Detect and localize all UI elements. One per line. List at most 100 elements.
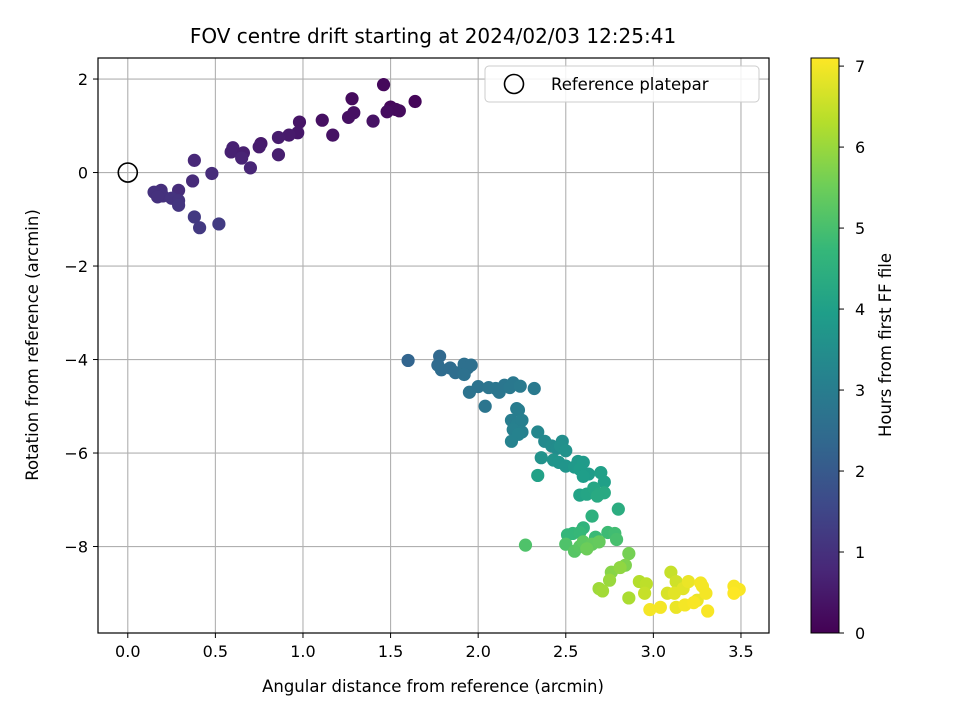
data-point bbox=[531, 425, 545, 439]
colorbar-label: Hours from first FF file bbox=[876, 253, 895, 437]
data-point bbox=[527, 381, 541, 396]
data-point bbox=[376, 78, 391, 92]
colorbar-tick-label: 6 bbox=[855, 138, 865, 157]
colorbar-tick-label: 1 bbox=[855, 543, 865, 562]
data-point bbox=[597, 475, 611, 489]
legend-label: Reference platepar bbox=[551, 75, 709, 94]
legend: Reference platepar bbox=[484, 65, 760, 103]
data-point bbox=[271, 148, 286, 162]
data-point bbox=[699, 586, 713, 600]
grid-lines bbox=[98, 58, 769, 633]
data-point bbox=[171, 198, 186, 212]
y-tick-label: 0 bbox=[78, 164, 88, 183]
x-axis-label: Angular distance from reference (arcmin) bbox=[262, 677, 604, 696]
x-tick-label: 2.0 bbox=[465, 642, 490, 661]
data-point bbox=[622, 546, 636, 561]
data-point bbox=[315, 113, 329, 127]
data-point bbox=[559, 444, 573, 458]
data-point bbox=[193, 221, 207, 235]
x-tick-label: 3.5 bbox=[728, 642, 753, 661]
colorbar-tick-label: 2 bbox=[855, 462, 865, 481]
colorbar-ticks: 0 1 2 3 4 5 6 7 bbox=[839, 57, 865, 643]
data-point bbox=[187, 210, 201, 224]
x-tick-label: 3.0 bbox=[641, 642, 666, 661]
data-point bbox=[150, 190, 165, 204]
y-axis-ticks: 2 0 −2 −4 −6 −8 bbox=[64, 70, 98, 557]
data-point bbox=[282, 128, 296, 142]
x-tick-label: 1.5 bbox=[378, 642, 403, 661]
chart-title: FOV centre drift starting at 2024/02/03 … bbox=[190, 24, 676, 48]
data-point bbox=[401, 353, 415, 368]
colorbar: 0 1 2 3 4 5 6 7 Hours from first FF file bbox=[810, 57, 895, 643]
data-point bbox=[559, 537, 573, 551]
data-point bbox=[694, 576, 708, 590]
data-point bbox=[326, 128, 340, 142]
x-tick-label: 0.5 bbox=[203, 642, 228, 661]
data-point bbox=[534, 451, 548, 465]
data-point bbox=[511, 403, 526, 417]
data-point bbox=[515, 413, 529, 427]
data-point bbox=[622, 591, 636, 605]
data-point bbox=[380, 105, 394, 119]
y-tick-label: 2 bbox=[78, 70, 88, 89]
x-axis-ticks: 0.0 0.5 1.0 1.5 2.0 2.5 3.0 3.5 bbox=[115, 633, 754, 661]
legend-box bbox=[484, 65, 760, 103]
data-point bbox=[408, 94, 422, 109]
data-point bbox=[518, 538, 533, 552]
colorbar-tick-label: 4 bbox=[855, 300, 865, 319]
y-tick-label: −4 bbox=[64, 351, 88, 370]
x-tick-label: 1.0 bbox=[290, 642, 315, 661]
y-tick-label: −6 bbox=[64, 444, 88, 463]
data-point bbox=[471, 380, 485, 394]
y-axis-label: Rotation from reference (arcmin) bbox=[23, 209, 42, 481]
data-point bbox=[609, 532, 624, 547]
data-point bbox=[457, 367, 471, 382]
colorbar-tick-label: 7 bbox=[855, 57, 865, 76]
data-point bbox=[701, 604, 715, 618]
data-point bbox=[478, 399, 492, 413]
data-point bbox=[513, 379, 527, 393]
data-point bbox=[212, 217, 226, 231]
x-tick-label: 2.5 bbox=[553, 642, 578, 661]
data-point bbox=[590, 489, 604, 503]
data-point bbox=[205, 166, 219, 181]
legend-marker bbox=[503, 73, 525, 95]
data-points bbox=[147, 78, 746, 618]
y-tick-label: −8 bbox=[64, 538, 88, 557]
data-point bbox=[687, 596, 701, 610]
data-point bbox=[643, 603, 657, 617]
colorbar-tick-label: 0 bbox=[855, 624, 865, 643]
data-point bbox=[345, 92, 359, 106]
data-point bbox=[580, 542, 594, 556]
data-point bbox=[341, 110, 356, 124]
data-point bbox=[681, 574, 696, 589]
data-point bbox=[504, 434, 519, 448]
data-point bbox=[585, 509, 599, 523]
data-point bbox=[187, 153, 201, 167]
data-point bbox=[602, 573, 617, 587]
colorbar-tick-label: 5 bbox=[855, 219, 865, 238]
reference-platepar-marker bbox=[117, 162, 139, 183]
data-point bbox=[252, 140, 266, 154]
data-point bbox=[576, 469, 590, 483]
data-point bbox=[727, 586, 741, 600]
y-tick-label: −2 bbox=[64, 257, 88, 276]
plot-frame bbox=[97, 57, 770, 634]
data-point bbox=[392, 104, 406, 118]
data-point bbox=[611, 502, 625, 516]
data-point bbox=[464, 358, 478, 372]
colorbar-tick-label: 3 bbox=[855, 381, 865, 400]
data-point bbox=[235, 151, 249, 165]
data-point bbox=[531, 468, 545, 483]
x-tick-label: 0.0 bbox=[115, 642, 140, 661]
reference-marker-group bbox=[117, 162, 139, 183]
data-point bbox=[366, 114, 380, 128]
data-point bbox=[186, 174, 200, 188]
data-point bbox=[243, 161, 258, 175]
data-point bbox=[224, 145, 238, 159]
colorbar-gradient bbox=[810, 57, 840, 634]
data-point bbox=[592, 535, 606, 549]
data-point bbox=[638, 586, 652, 600]
data-point bbox=[653, 600, 667, 614]
